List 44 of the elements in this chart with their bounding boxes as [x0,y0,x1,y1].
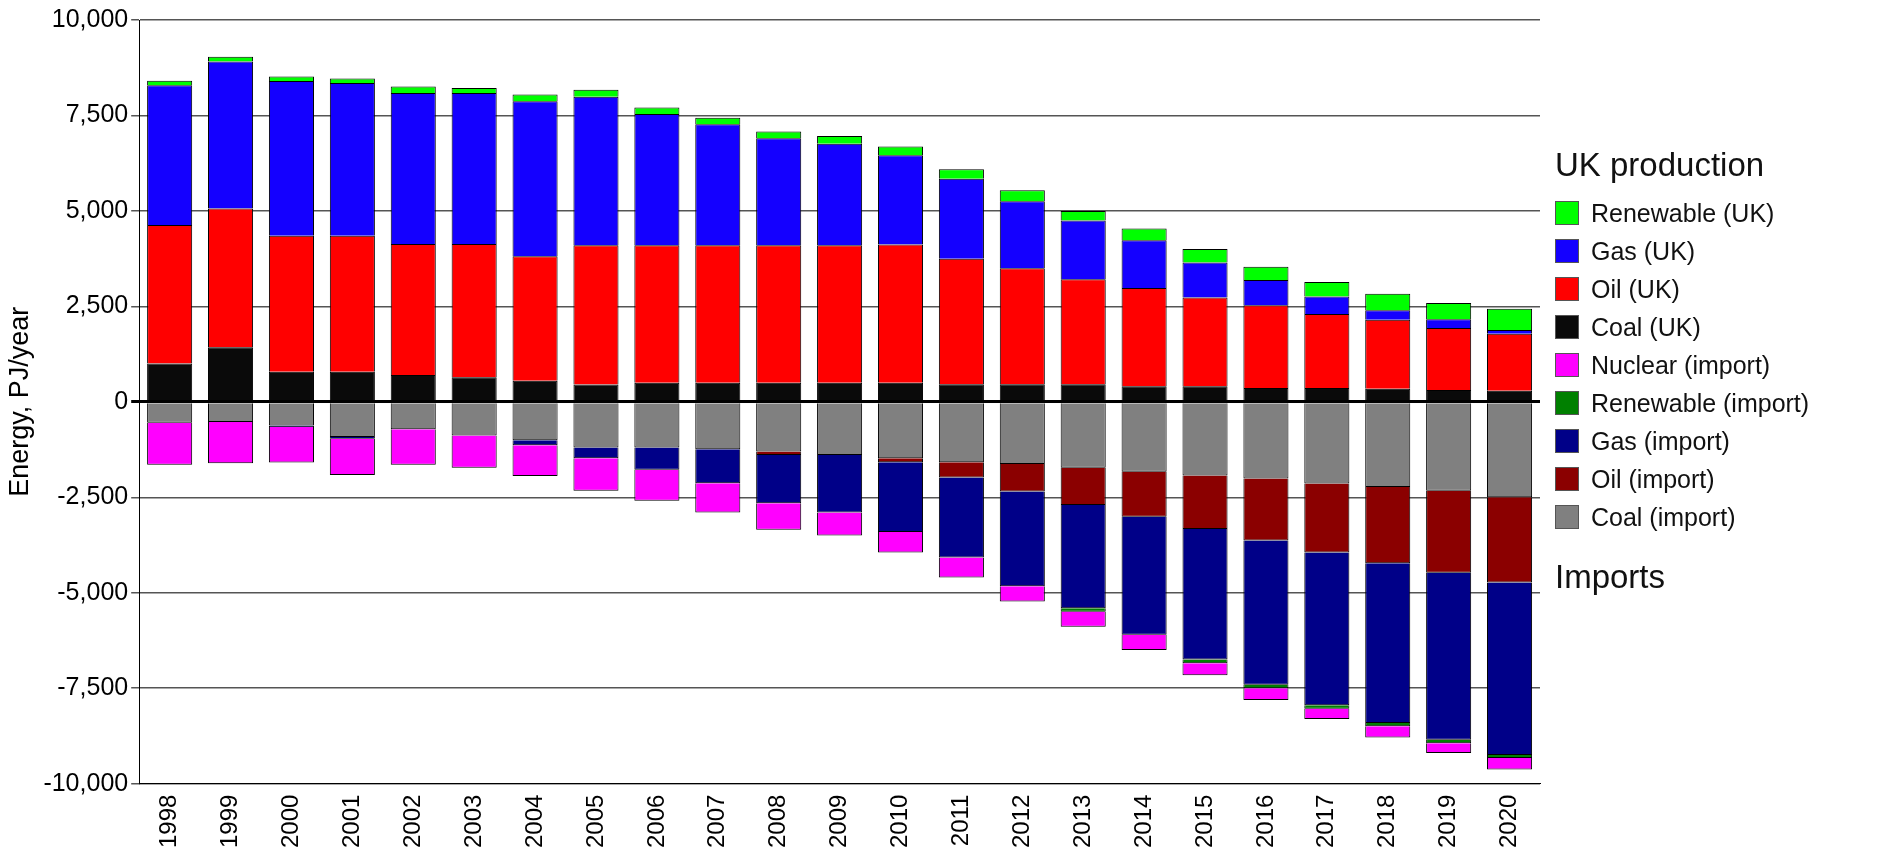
y-tick-label: 0 [114,385,129,414]
y-tick-label: -10,000 [43,767,129,796]
x-tick-label: 1999 [215,794,243,848]
legend-label: Gas (UK) [1591,236,1696,266]
x-tick-label: 2003 [458,794,486,848]
text: UK production [1555,146,1766,184]
legend-label: Renewable (UK) [1591,198,1775,228]
legend-label: Nuclear (import) [1591,350,1771,380]
x-tick-label: 2015 [1189,794,1217,848]
x-tick-label: 2020 [1494,794,1522,848]
x-tick-label: 2002 [397,794,425,848]
y-tick-label: 5,000 [65,194,129,223]
x-tick-label: 2019 [1433,794,1461,848]
legend-label: Coal (import) [1591,502,1736,532]
legend-label: Gas (import) [1591,426,1730,456]
x-tick-label: 2017 [1311,794,1339,848]
y-tick-label: 10,000 [51,3,129,32]
y-tick-label: -5,000 [57,576,129,605]
x-tick-label: 1998 [154,794,182,848]
legend-label: Oil (import) [1591,464,1715,494]
x-tick-label: 2001 [336,794,364,848]
y-tick-label: 7,500 [65,99,129,128]
y-tick-label: 2,500 [65,290,129,319]
text: Imports [1555,558,1667,596]
y-tick-label: -2,500 [57,481,129,510]
x-tick-label: 2012 [1006,794,1034,848]
y-axis-title: Energy, PJ/year [3,306,34,497]
x-tick-label: 2009 [824,794,852,848]
x-tick-label: 2011 [946,794,974,847]
x-tick-label: 2016 [1250,794,1278,848]
x-tick-label: 2014 [1128,794,1156,848]
legend-label: Oil (UK) [1591,274,1680,304]
y-tick-label: -7,500 [57,672,129,701]
x-tick-label: 2005 [580,794,608,848]
x-tick-label: 2018 [1372,794,1400,848]
x-tick-label: 2008 [763,794,791,848]
legend-label: Renewable (import) [1591,388,1810,418]
x-tick-label: 2000 [276,794,304,848]
x-tick-label: 2010 [885,794,913,848]
x-tick-label: 2013 [1067,794,1095,848]
x-tick-label: 2006 [641,794,669,848]
legend-label: Coal (UK) [1591,312,1701,342]
x-tick-label: 2004 [519,794,547,848]
x-tick-label: 2007 [702,794,730,848]
